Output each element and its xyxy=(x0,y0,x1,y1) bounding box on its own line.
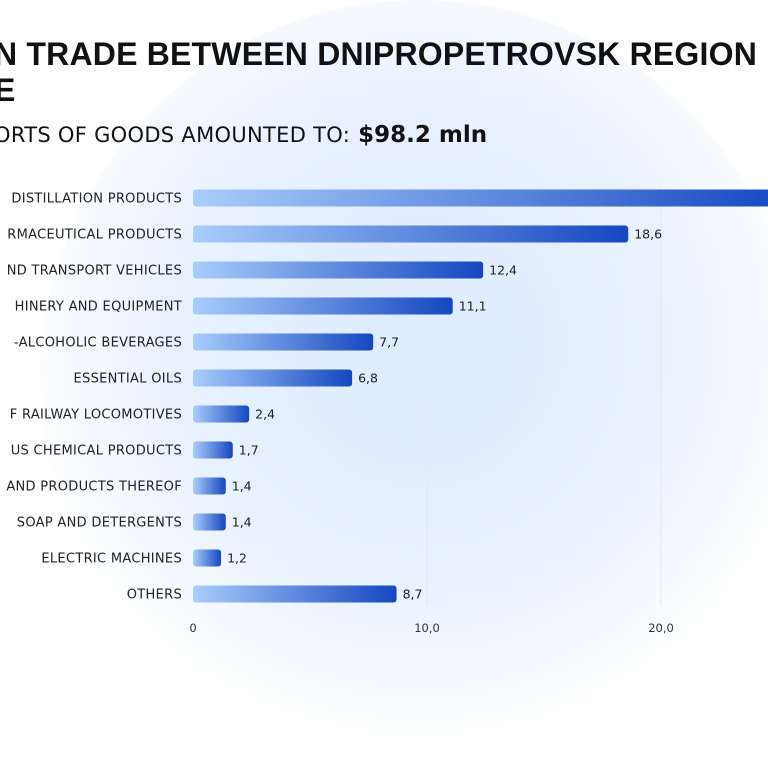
subtitle-total-value: $98.2 mln xyxy=(358,122,488,148)
value-label: 2,4 xyxy=(255,407,275,422)
bar xyxy=(193,585,397,603)
x-tick-label: 0 xyxy=(189,621,196,635)
value-label: 1,4 xyxy=(232,479,252,494)
bar xyxy=(193,225,629,243)
bar xyxy=(193,405,250,423)
value-label: 7,7 xyxy=(379,335,399,350)
value-label: 18,6 xyxy=(634,227,662,242)
bar xyxy=(193,513,226,531)
bar-chart: 0 10,0 20,0 DISTILLATION PRODUCTS RMACEUTICA… xyxy=(6,186,768,636)
bar xyxy=(193,261,484,279)
category-label: F RAILWAY LOCOMOTIVES xyxy=(10,408,182,423)
value-label: 12,4 xyxy=(489,263,517,278)
bar xyxy=(193,297,453,315)
chart-title: N TRADE BETWEEN DNIPROPETROVSK REGION E xyxy=(0,36,758,108)
value-label: 1,2 xyxy=(227,551,247,566)
category-label: ND TRANSPORT VEHICLES xyxy=(7,264,182,279)
category-label: HINERY AND EQUIPMENT xyxy=(15,300,182,315)
value-label: 8,7 xyxy=(403,587,423,602)
category-label: AND PRODUCTS THEREOF xyxy=(6,480,182,495)
value-label: 1,7 xyxy=(239,443,259,458)
bar xyxy=(193,369,353,387)
category-label: DISTILLATION PRODUCTS xyxy=(11,192,182,207)
value-label: 11,1 xyxy=(459,299,487,314)
labels: 0 10,0 20,0 DISTILLATION PRODUCTS RMACEUTICA… xyxy=(6,192,673,636)
category-label: ELECTRIC MACHINES xyxy=(41,552,182,567)
category-label: ESSENTIAL OILS xyxy=(74,372,182,387)
bars xyxy=(193,189,768,603)
category-label: -ALCOHOLIC BEVERAGES xyxy=(14,336,182,351)
background-glow xyxy=(40,0,768,760)
category-label: OTHERS xyxy=(127,588,182,603)
x-tick-label: 20,0 xyxy=(648,621,674,635)
bar xyxy=(193,189,768,207)
bar xyxy=(193,441,233,459)
bar xyxy=(193,549,222,567)
category-label: RMACEUTICAL PRODUCTS xyxy=(7,228,182,243)
category-label: US CHEMICAL PRODUCTS xyxy=(11,444,182,459)
bar xyxy=(193,333,374,351)
value-label: 1,4 xyxy=(232,515,252,530)
bar xyxy=(193,477,226,495)
value-label: 6,8 xyxy=(358,371,378,386)
gridlines xyxy=(426,186,662,606)
category-label: SOAP AND DETERGENTS xyxy=(17,516,182,531)
subtitle-label: ORTS OF GOODS AMOUNTED TO: xyxy=(0,123,351,147)
chart-subtitle: ORTS OF GOODS AMOUNTED TO: $98.2 mln xyxy=(0,120,768,150)
x-tick-label: 10,0 xyxy=(414,621,440,635)
